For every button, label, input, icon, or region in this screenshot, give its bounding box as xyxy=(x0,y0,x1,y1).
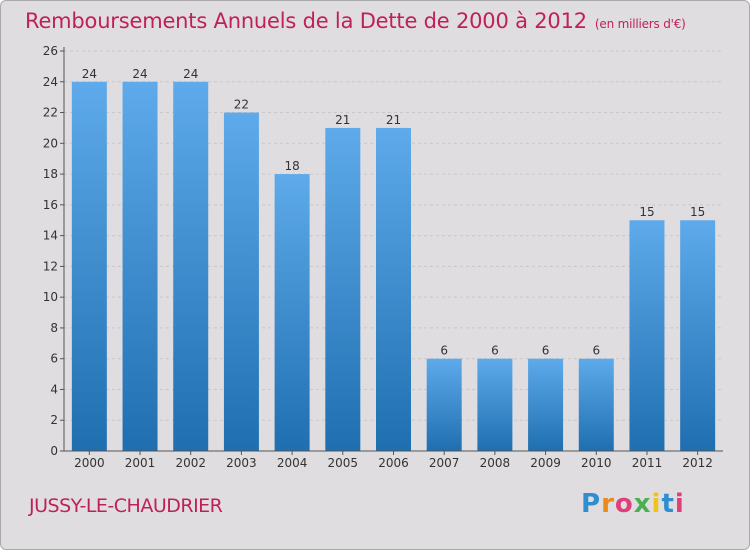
x-tick-label-2011: 2011 xyxy=(632,456,663,470)
bar-2005 xyxy=(325,127,361,451)
bar-2007 xyxy=(426,358,462,451)
chart-title: Remboursements Annuels de la Dette de 20… xyxy=(25,9,686,33)
x-tick-label-2002: 2002 xyxy=(175,456,206,470)
bar-2004 xyxy=(274,174,310,452)
bar-2001 xyxy=(122,81,158,452)
bar-2011 xyxy=(629,220,665,451)
proxiti-logo: Proxiti xyxy=(581,489,685,519)
logo-letter: P xyxy=(581,489,602,519)
bar-2009 xyxy=(528,358,564,451)
y-tick-label: 4 xyxy=(50,382,58,396)
data-label-2006: 21 xyxy=(386,113,401,127)
y-tick-label: 8 xyxy=(50,321,58,335)
bar-2010 xyxy=(578,358,614,451)
bar-2002 xyxy=(173,81,209,452)
data-label-2003: 22 xyxy=(234,98,249,112)
y-tick-label: 12 xyxy=(43,259,58,273)
data-label-2012: 15 xyxy=(690,205,705,219)
bar-2008 xyxy=(477,358,513,451)
logo-letter: o xyxy=(614,489,634,519)
x-tick-label-2007: 2007 xyxy=(429,456,460,470)
x-tick-label-2012: 2012 xyxy=(682,456,713,470)
y-tick-label: 10 xyxy=(43,290,58,304)
data-label-2009: 6 xyxy=(542,344,550,358)
y-tick-label: 18 xyxy=(43,167,58,181)
y-tick-label: 26 xyxy=(43,44,58,58)
logo-letter: i xyxy=(651,489,662,519)
bar-2012 xyxy=(680,220,716,451)
y-tick-label: 6 xyxy=(50,352,58,366)
data-label-2004: 18 xyxy=(284,159,299,173)
bar-2000 xyxy=(71,81,107,452)
x-tick-label-2009: 2009 xyxy=(530,456,561,470)
place-name: JUSSY-LE-CHAUDRIER xyxy=(29,495,223,517)
y-tick-label: 16 xyxy=(43,198,58,212)
chart-title-text: Remboursements Annuels de la Dette de 20… xyxy=(25,9,587,33)
x-tick-label-2008: 2008 xyxy=(480,456,511,470)
data-label-2010: 6 xyxy=(592,344,600,358)
bar-2003 xyxy=(223,112,259,452)
data-label-2002: 24 xyxy=(183,67,198,81)
logo-letter: i xyxy=(674,489,685,519)
x-tick-label-2004: 2004 xyxy=(277,456,308,470)
y-tick-label: 14 xyxy=(43,229,58,243)
bar-layer: 24 24 24 22 18 21 21 6 6 6 6 15 15 xyxy=(71,67,716,452)
data-label-2000: 24 xyxy=(82,67,97,81)
logo-letter: x xyxy=(633,489,652,519)
x-tick-label-2010: 2010 xyxy=(581,456,612,470)
logo-letter: r xyxy=(601,489,615,519)
x-tick-label-2006: 2006 xyxy=(378,456,409,470)
y-tick-label: 20 xyxy=(43,136,58,150)
data-label-2005: 21 xyxy=(335,113,350,127)
data-label-2001: 24 xyxy=(132,67,147,81)
x-tick-label-2001: 2001 xyxy=(125,456,156,470)
y-tick-label: 0 xyxy=(50,444,58,458)
data-label-2008: 6 xyxy=(491,344,499,358)
y-tick-label: 24 xyxy=(43,75,58,89)
y-tick-label: 22 xyxy=(43,106,58,120)
x-tick-label-2005: 2005 xyxy=(328,456,359,470)
bar-2006 xyxy=(376,127,411,451)
y-tick-label: 2 xyxy=(50,413,58,427)
data-label-2007: 6 xyxy=(440,344,448,358)
logo-letter: t xyxy=(661,489,675,519)
x-tick-label-2000: 2000 xyxy=(74,456,105,470)
data-label-2011: 15 xyxy=(639,205,654,219)
x-tick-label-2003: 2003 xyxy=(226,456,257,470)
chart-unit: (en milliers d'€) xyxy=(594,17,686,31)
